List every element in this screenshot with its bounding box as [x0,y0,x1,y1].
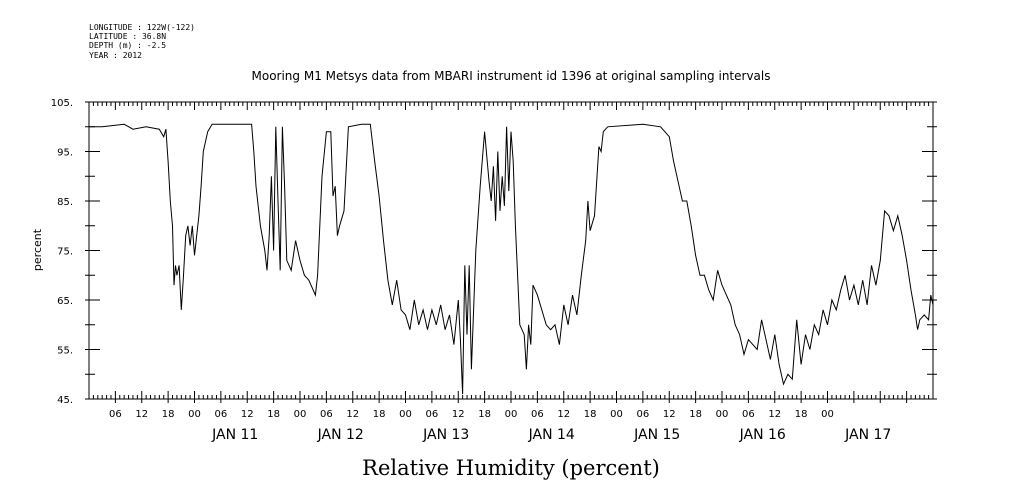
y-axis: 45. 55. 65. 75. 85. 95. 105. [51,98,937,406]
x-tick-label: 12 [663,409,676,420]
x-tick-label: 00 [294,409,307,420]
y-axis-label: percent [31,228,44,271]
x-tick-label: 00 [610,409,623,420]
day-label: JAN 17 [844,427,891,443]
x-tick-label: 06 [426,409,439,420]
x-tick-label: 00 [399,409,412,420]
y-tick-label: 65. [57,296,73,307]
x-tick-label: 18 [373,409,386,420]
day-label: JAN 13 [422,427,469,443]
day-label: JAN 14 [528,427,575,443]
x-tick-label: 12 [346,409,359,420]
x-tick-label: 18 [478,409,491,420]
x-tick-label: 12 [241,409,254,420]
day-label: JAN 16 [739,427,786,443]
meta-depth: DEPTH (m) : -2.5 [89,41,166,50]
x-tick-label: 12 [557,409,570,420]
x-tick-label: 06 [320,409,333,420]
x-tick-label: 06 [531,409,544,420]
y-tick-label: 85. [57,197,73,208]
x-tick-label: 12 [452,409,465,420]
x-tick-label: 06 [637,409,650,420]
meta-block: LONGITUDE : 122W(-122) LATITUDE : 36.8N … [89,23,195,60]
day-label: JAN 12 [317,427,364,443]
x-tick-label: 06 [109,409,122,420]
day-label: JAN 15 [633,427,680,443]
meta-latitude: LATITUDE : 36.8N [89,32,166,41]
x-tick-label: 06 [215,409,228,420]
x-tick-label: 18 [162,409,175,420]
x-tick-label: 00 [505,409,518,420]
chart-title: Mooring M1 Metsys data from MBARI instru… [252,69,771,83]
x-tick-label: 18 [267,409,280,420]
x-tick-label: 00 [821,409,834,420]
meta-year: YEAR : 2012 [89,51,142,60]
series-group [89,123,934,395]
x-axis-label: Relative Humidity (percent) [362,456,660,480]
x-tick-label: 00 [188,409,201,420]
meta-longitude: LONGITUDE : 122W(-122) [89,23,195,32]
y-tick-label: 105. [51,98,73,109]
x-tick-label: 18 [795,409,808,420]
x-tick-label: 06 [742,409,755,420]
plot-frame [88,101,934,400]
x-tick-label: 18 [689,409,702,420]
series-line [89,123,934,395]
x-tick-label: 12 [135,409,148,420]
y-tick-label: 45. [57,395,73,406]
x-tick-label: 00 [716,409,729,420]
y-tick-label: 75. [57,247,73,258]
x-tick-label: 12 [768,409,781,420]
y-tick-label: 55. [57,346,73,357]
day-label: JAN 11 [211,427,258,443]
x-tick-label: 18 [584,409,597,420]
y-tick-label: 95. [57,148,73,159]
x-axis: 06 12 18 00 06 12 18 00 06 12 18 00 06 12 18 00 06 12 18 00… [92,102,930,443]
